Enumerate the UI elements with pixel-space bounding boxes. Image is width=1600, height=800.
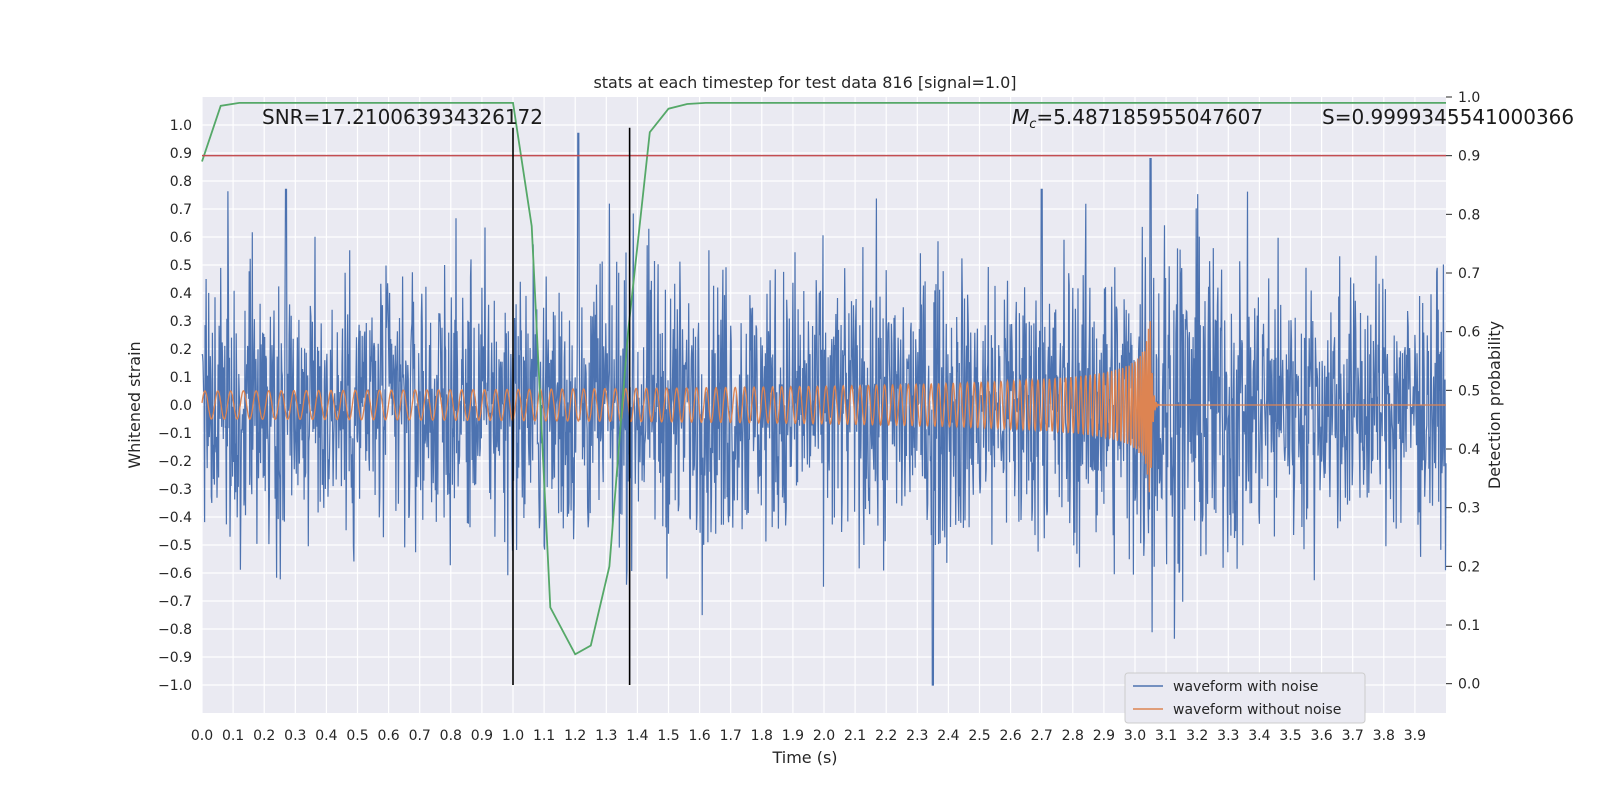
- x-tick-label: 2.3: [906, 728, 928, 744]
- y-tick-label: 0.9: [170, 146, 192, 162]
- y2-axis-label: Detection probability: [1485, 321, 1504, 489]
- legend-label-clean: waveform without noise: [1173, 702, 1341, 718]
- y-axis-label: Whitened strain: [125, 341, 144, 468]
- x-tick-label: 0.6: [377, 728, 399, 744]
- snr-annotation: SNR=17.210063934326172: [262, 105, 543, 129]
- y-tick-label: −1.0: [158, 678, 192, 694]
- y2-tick-label: 1.0: [1458, 90, 1480, 106]
- x-tick-label: 2.1: [844, 728, 866, 744]
- y-tick-label: 0.5: [170, 258, 192, 274]
- x-tick-label: 0.3: [284, 728, 306, 744]
- x-tick-label: 0.7: [409, 728, 431, 744]
- y-tick-label: 0.3: [170, 314, 192, 330]
- y-tick-label: 0.7: [170, 202, 192, 218]
- y2-tick-label: 0.1: [1458, 618, 1480, 634]
- y-tick-label: −0.9: [158, 650, 192, 666]
- y2-tick-label: 0.7: [1458, 266, 1480, 282]
- legend-box: [1124, 672, 1366, 724]
- x-tick-label: 0.8: [440, 728, 462, 744]
- x-tick-label: 2.7: [1031, 728, 1053, 744]
- mc-annotation: Mc=5.487185955047607: [1012, 105, 1263, 132]
- x-tick-label: 1.2: [564, 728, 586, 744]
- y-tick-label: −0.7: [158, 594, 192, 610]
- x-tick-label: 2.6: [999, 728, 1021, 744]
- x-tick-label: 0.4: [315, 728, 337, 744]
- x-tick-label: 1.5: [657, 728, 679, 744]
- x-tick-label: 1.4: [626, 728, 648, 744]
- y2-tick-label: 0.3: [1458, 501, 1480, 517]
- y-tick-label: 1.0: [170, 118, 192, 134]
- y-tick-label: 0.1: [170, 370, 192, 386]
- y-tick-label: 0.6: [170, 230, 192, 246]
- x-tick-label: 0.9: [471, 728, 493, 744]
- y-tick-label: −0.3: [158, 482, 192, 498]
- s-annotation: S=0.9999345541000366: [1322, 105, 1574, 129]
- y2-tick-label: 0.5: [1458, 383, 1480, 399]
- clean-series-layer: [201, 321, 1446, 493]
- y2-tick-label: 0.2: [1458, 559, 1480, 575]
- y-tick-label: −0.4: [158, 510, 192, 526]
- x-tick-label: 2.9: [1093, 728, 1115, 744]
- x-tick-label: 3.7: [1342, 728, 1364, 744]
- x-tick-label: 3.3: [1217, 728, 1239, 744]
- mc-symbol: M: [1012, 105, 1029, 129]
- x-tick-label: 1.9: [782, 728, 804, 744]
- x-tick-label: 3.9: [1404, 728, 1426, 744]
- y-tick-label: 0.4: [170, 286, 192, 302]
- x-tick-label: 2.5: [968, 728, 990, 744]
- x-tick-label: 1.7: [720, 728, 742, 744]
- x-tick-label: 2.8: [1062, 728, 1084, 744]
- mc-value: =5.487185955047607: [1036, 105, 1263, 129]
- y2-tick-label: 0.8: [1458, 207, 1480, 223]
- x-tick-label: 3.5: [1279, 728, 1301, 744]
- x-tick-label: 3.1: [1155, 728, 1177, 744]
- x-tick-label: 1.8: [751, 728, 773, 744]
- y-tick-label: −0.6: [158, 566, 192, 582]
- x-tick-label: 3.6: [1310, 728, 1332, 744]
- x-tick-label: 3.2: [1186, 728, 1208, 744]
- mc-subscript: c: [1029, 117, 1036, 132]
- y-tick-label: −0.5: [158, 538, 192, 554]
- probability-series-layer: [201, 102, 1446, 656]
- legend-label-noise: waveform with noise: [1173, 679, 1318, 695]
- x-tick-label: 2.0: [813, 728, 835, 744]
- x-tick-label: 1.6: [688, 728, 710, 744]
- chart-title: stats at each timestep for test data 816…: [593, 73, 1016, 92]
- y-tick-label: −0.8: [158, 622, 192, 638]
- x-axis-label: Time (s): [771, 748, 837, 767]
- x-tick-label: 0.1: [222, 728, 244, 744]
- x-tick-label: 3.4: [1248, 728, 1270, 744]
- x-tick-label: 3.0: [1124, 728, 1146, 744]
- x-tick-label: 1.0: [502, 728, 524, 744]
- legend: waveform with noise waveform without noi…: [1124, 672, 1366, 724]
- x-tick-label: 3.8: [1373, 728, 1395, 744]
- x-tick-label: 0.0: [191, 728, 213, 744]
- y2-tick-label: 0.4: [1458, 442, 1480, 458]
- series-detection-probability: [201, 102, 1446, 656]
- marker-layer: [512, 127, 631, 685]
- x-tick-label: 0.2: [253, 728, 275, 744]
- x-tick-label: 0.5: [346, 728, 368, 744]
- y2-tick-label: 0.6: [1458, 325, 1480, 341]
- y2-tick-label: 0.9: [1458, 149, 1480, 165]
- y-tick-label: 0.0: [170, 398, 192, 414]
- y-tick-label: −0.2: [158, 454, 192, 470]
- x-tick-label: 1.3: [595, 728, 617, 744]
- x-tick-label: 2.2: [875, 728, 897, 744]
- tick-label-layer: 0.0 0.1 0.2 0.3 0.4 0.5 0.6 0.7 0.8 0.9 1.0 1.1 1.2 1…: [158, 90, 1480, 744]
- y2-tick-label: 0.0: [1458, 677, 1480, 693]
- x-tick-label: 1.1: [533, 728, 555, 744]
- series-waveform-without-noise: [201, 321, 1446, 493]
- y-tick-label: 0.2: [170, 342, 192, 358]
- y-tick-label: −0.1: [158, 426, 192, 442]
- x-tick-label: 2.4: [937, 728, 959, 744]
- y-tick-label: 0.8: [170, 174, 192, 190]
